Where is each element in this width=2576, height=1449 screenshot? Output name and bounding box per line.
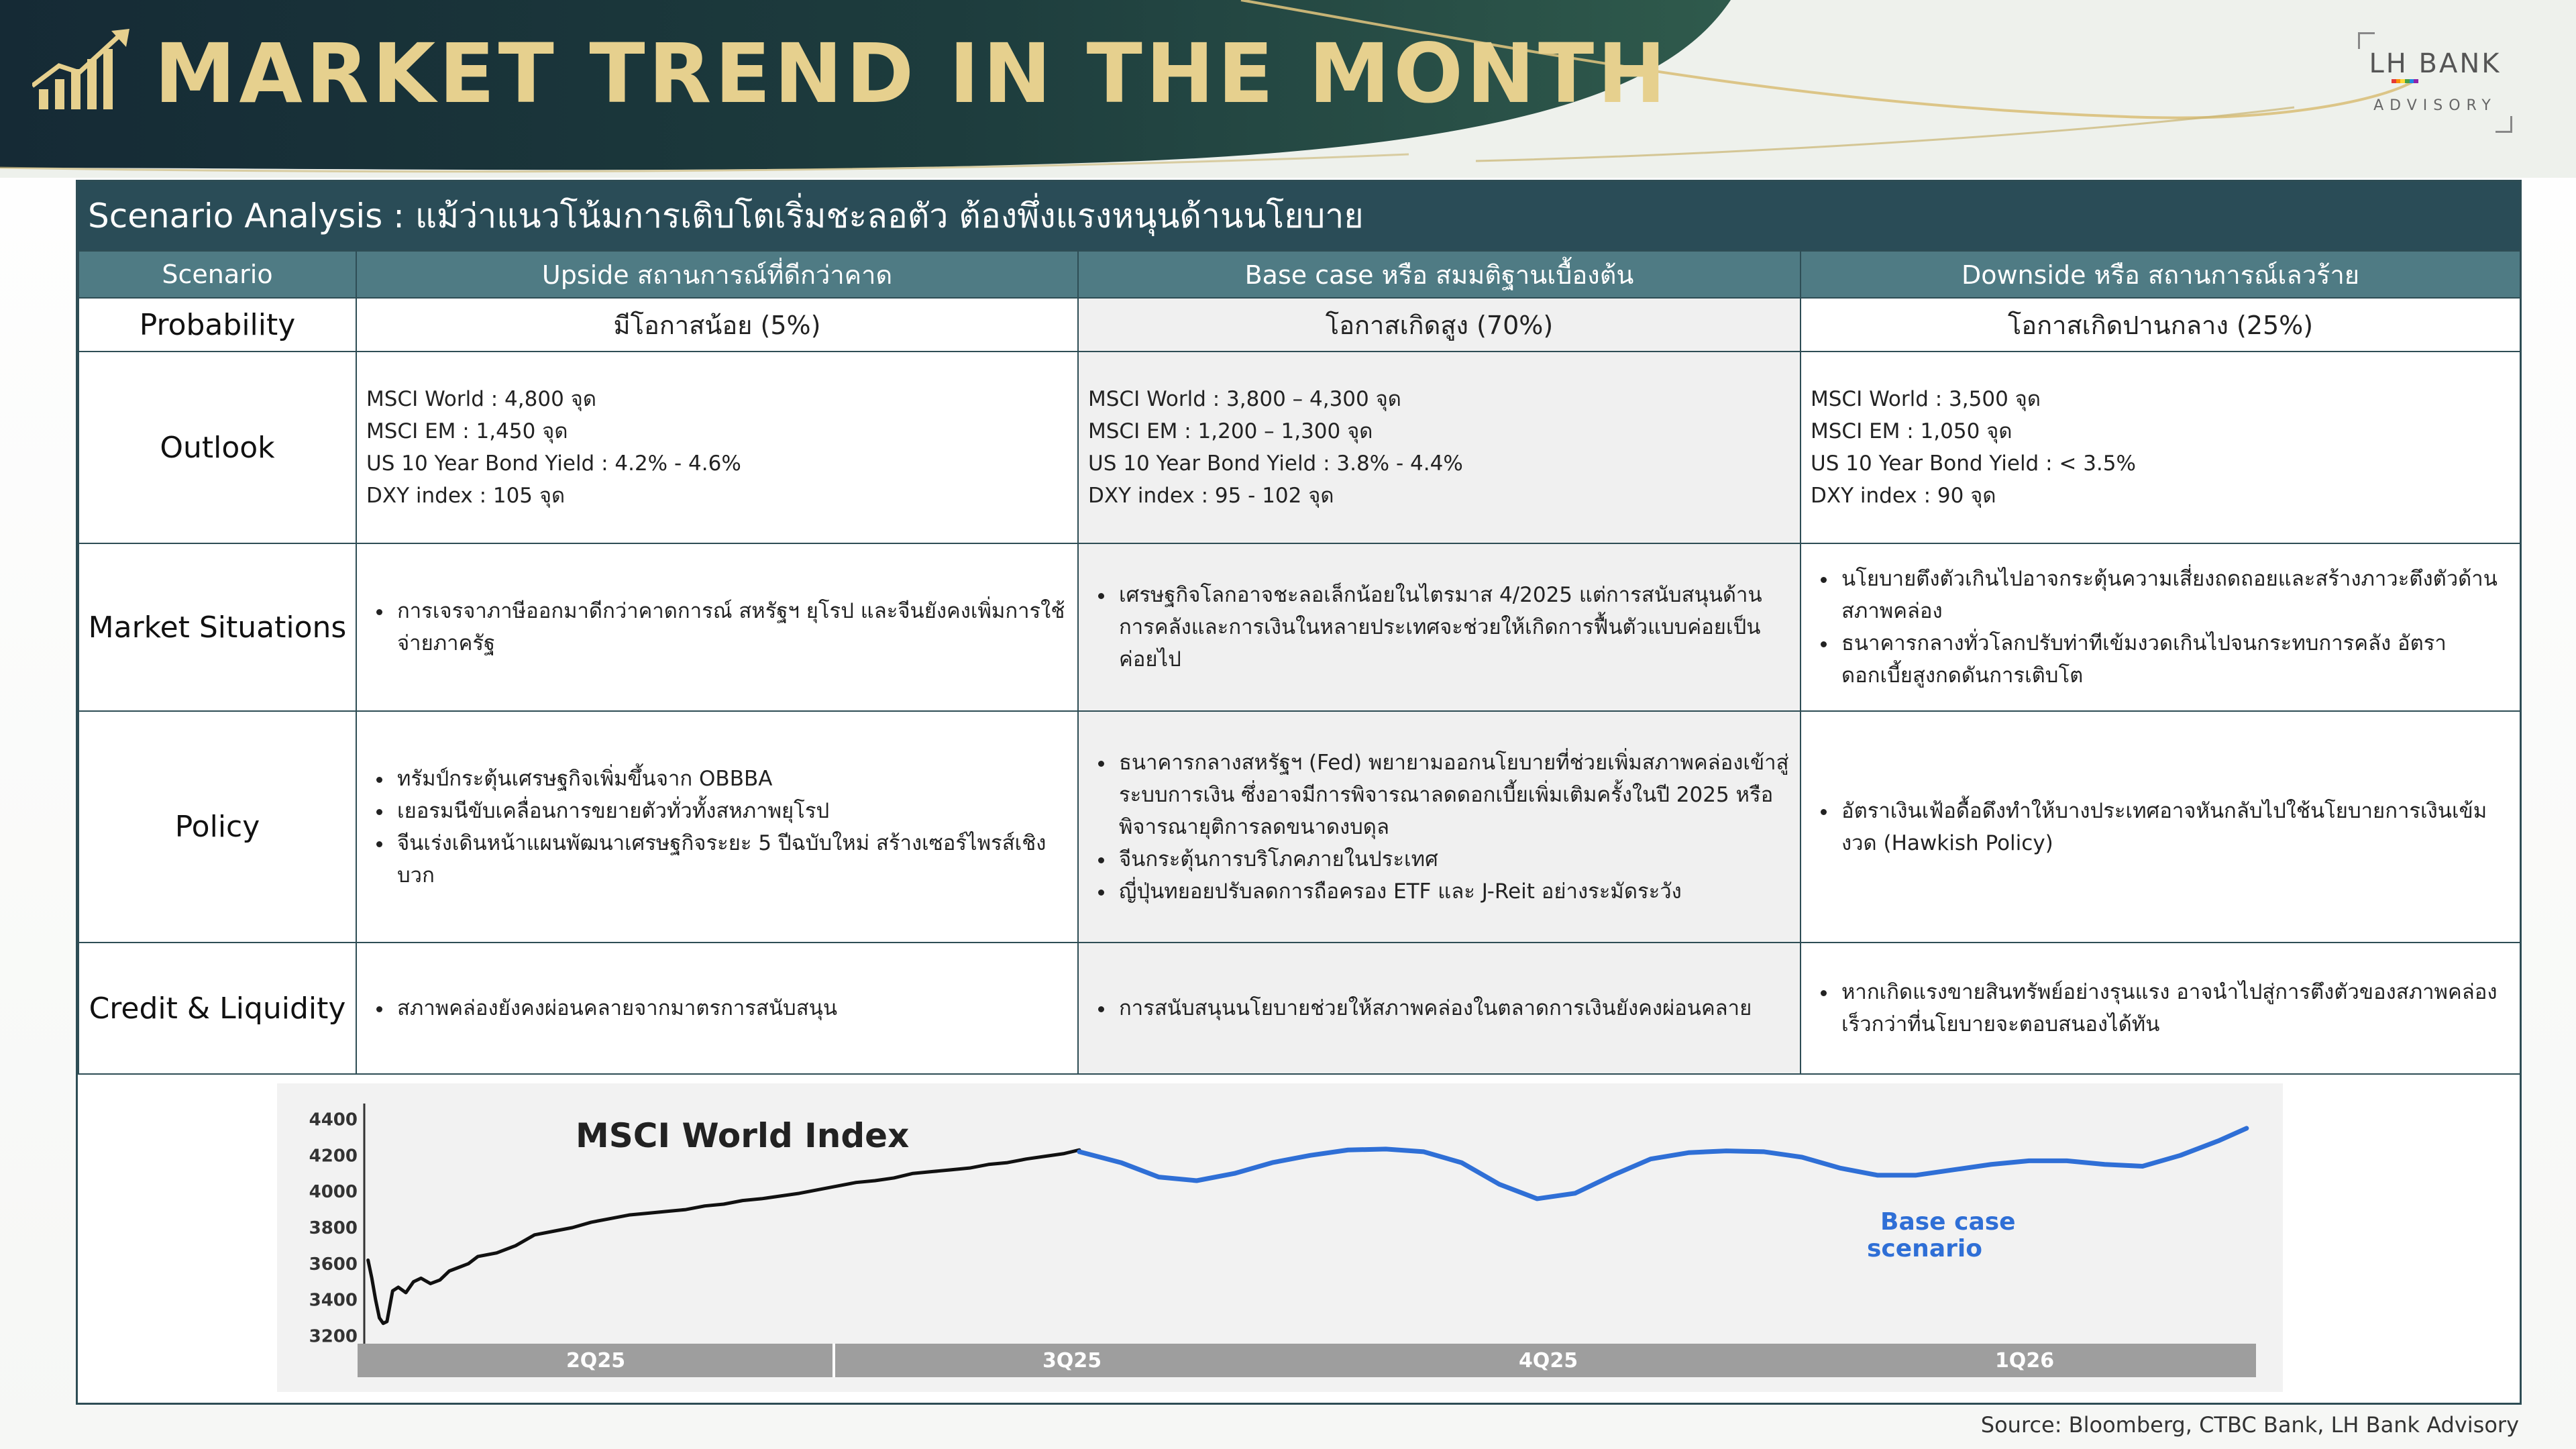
historical-series-line (366, 1148, 1081, 1326)
outlook-line: DXY index : 90 จุด (1811, 484, 1996, 508)
msci-world-chart-svg: 4400 4200 4000 3800 3600 3400 3200 2Q25 3Q25 4Q25… (277, 1083, 2283, 1392)
list-item: เยอรมนีขับเคลื่อนการขยายตัวทั่วทั้งสหภาพ… (393, 795, 1068, 827)
base-case-series-line (1077, 1126, 2249, 1201)
policy-row: Policy ทรัมป์กระตุ้นเศรษฐกิจเพิ่มขึ้นจาก… (78, 710, 2521, 943)
row-label-credit-liquidity: Credit & Liquidity (78, 942, 357, 1075)
outlook-line: DXY index : 95 - 102 จุด (1088, 484, 1334, 508)
credit-base: การสนับสนุนนโยบายช่วยให้สภาพคล่องในตลาดก… (1077, 942, 1801, 1075)
msci-world-chart: 4400 4200 4000 3800 3600 3400 3200 2Q25 3Q25 4Q25… (277, 1083, 2283, 1392)
row-label-probability: Probability (78, 297, 357, 352)
list-item: ทรัมป์กระตุ้นเศรษฐกิจเพิ่มขึ้นจาก OBBBA (393, 763, 1068, 795)
brand-subtitle: ADVISORY (2373, 97, 2497, 114)
column-header-upside: Upside สถานการณ์ที่ดีกว่าคาด (356, 250, 1079, 299)
brand-color-segment (2414, 79, 2419, 83)
list-item: ญี่ปุ่นทยอยปรับลดการถือครอง ETF และ J-Re… (1115, 875, 1790, 908)
brand-color-segment (2409, 79, 2414, 83)
credit-upside: สภาพคล่องยังคงผ่อนคลายจากมาตรการสนับสนุน (356, 942, 1079, 1075)
header-banner (0, 0, 2576, 178)
x-tick-label: 4Q25 (1519, 1349, 1578, 1373)
list-item: เศรษฐกิจโลกอาจชะลอเล็กน้อยในไตรมาส 4/202… (1115, 579, 1790, 676)
credit-liquidity-row: Credit & Liquidity สภาพคล่องยังคงผ่อนคลา… (78, 942, 2521, 1075)
y-tick-label: 4200 (309, 1146, 358, 1166)
brand-corner-top-left (2358, 32, 2375, 49)
y-tick-label: 3800 (309, 1218, 358, 1238)
section-title: Scenario Analysis : แม้ว่าแนวโน้มการเติบ… (78, 182, 2520, 250)
outlook-line: MSCI World : 3,800 – 4,300 จุด (1088, 387, 1401, 411)
x-tick-label: 1Q26 (1995, 1349, 2054, 1373)
outlook-line: DXY index : 105 จุด (366, 484, 566, 508)
rising-chart-icon (32, 29, 129, 109)
outlook-base: MSCI World : 3,800 – 4,300 จุด MSCI EM :… (1077, 351, 1801, 544)
list-item: การสนับสนุนนโยบายช่วยให้สภาพคล่องในตลาดก… (1115, 992, 1790, 1024)
y-tick-label: 3600 (309, 1254, 358, 1275)
chart-title: MSCI World Index (576, 1116, 909, 1155)
brand-color-segment (2396, 79, 2401, 83)
outlook-line: MSCI EM : 1,450 จุด (366, 419, 568, 443)
y-tick-label: 3400 (309, 1291, 358, 1311)
outlook-line: US 10 Year Bond Yield : 3.8% - 4.4% (1088, 451, 1463, 476)
brand-logo: LH BANK ADVISORY (2358, 32, 2512, 133)
market-downside: นโยบายตึงตัวเกินไปอาจกระตุ้นความเสี่ยงถด… (1800, 543, 2521, 712)
column-header-scenario: Scenario (78, 250, 357, 299)
y-tick-label: 4400 (309, 1110, 358, 1130)
page-title: MARKET TREND IN THE MONTH (154, 26, 1670, 121)
list-item: จีนเร่งเดินหน้าแผนพัฒนาเศรษฐกิจระยะ 5 ปี… (393, 827, 1068, 892)
scenario-analysis-panel: Scenario Analysis : แม้ว่าแนวโน้มการเติบ… (76, 180, 2522, 1405)
chart-background (277, 1083, 2283, 1392)
outlook-line: US 10 Year Bond Yield : 4.2% - 4.6% (366, 451, 741, 476)
probability-row: Probability มีโอกาสน้อย (5%) โอกาสเกิดสู… (78, 297, 2521, 352)
market-base: เศรษฐกิจโลกอาจชะลอเล็กน้อยในไตรมาส 4/202… (1077, 543, 1801, 712)
list-item: หากเกิดแรงขายสินทรัพย์อย่างรุนแรง อาจนำไ… (1837, 976, 2510, 1040)
list-item: จีนกระตุ้นการบริโภคภายในประเทศ (1115, 843, 1790, 875)
list-item: ธนาคารกลางทั่วโลกปรับท่าทีเข้มงวดเกินไปจ… (1837, 627, 2510, 692)
outlook-row: Outlook MSCI World : 4,800 จุด MSCI EM :… (78, 351, 2521, 544)
list-item: ธนาคารกลางสหรัฐฯ (Fed) พยายามออกนโยบายที… (1115, 747, 1790, 843)
row-label-market-situations: Market Situations (78, 543, 357, 712)
credit-downside: หากเกิดแรงขายสินทรัพย์อย่างรุนแรง อาจนำไ… (1800, 942, 2521, 1075)
outlook-line: MSCI World : 4,800 จุด (366, 387, 596, 411)
scenario-table: Scenario Upside สถานการณ์ที่ดีกว่าคาด Ba… (78, 250, 2521, 1075)
probability-base: โอกาสเกิดสูง (70%) (1077, 297, 1801, 352)
column-header-base: Base case หรือ สมมติฐานเบื้องต้น (1077, 250, 1801, 299)
outlook-upside: MSCI World : 4,800 จุด MSCI EM : 1,450 จ… (356, 351, 1079, 544)
column-header-downside: Downside หรือ สถานการณ์เลวร้าย (1800, 250, 2521, 299)
brand-color-segment (2405, 79, 2410, 83)
brand-color-bar (2392, 79, 2419, 83)
brand-color-segment (2400, 79, 2406, 83)
annotation-label: Base case (1880, 1208, 2016, 1236)
list-item: สภาพคล่องยังคงผ่อนคลายจากมาตรการสนับสนุน (393, 992, 1068, 1024)
outlook-line: MSCI World : 3,500 จุด (1811, 387, 2041, 411)
brand-name: LH BANK (2369, 48, 2502, 79)
list-item: นโยบายตึงตัวเกินไปอาจกระตุ้นความเสี่ยงถด… (1837, 563, 2510, 627)
outlook-line: US 10 Year Bond Yield : < 3.5% (1811, 451, 2136, 476)
outlook-line: MSCI EM : 1,200 – 1,300 จุด (1088, 419, 1373, 443)
x-tick-label: 3Q25 (1042, 1349, 1102, 1373)
policy-downside: อัตราเงินเฟ้อดื้อดึงทำให้บางประเทศอาจหัน… (1800, 710, 2521, 943)
probability-upside: มีโอกาสน้อย (5%) (356, 297, 1079, 352)
policy-upside: ทรัมป์กระตุ้นเศรษฐกิจเพิ่มขึ้นจาก OBBBA … (356, 710, 1079, 943)
brand-color-segment (2392, 79, 2396, 83)
x-axis-band (358, 1344, 2256, 1377)
source-note: Source: Bloomberg, CTBC Bank, LH Bank Ad… (1980, 1412, 2519, 1438)
list-item: อัตราเงินเฟ้อดื้อดึงทำให้บางประเทศอาจหัน… (1837, 795, 2510, 859)
row-label-outlook: Outlook (78, 351, 357, 544)
y-tick-label: 3200 (309, 1327, 358, 1347)
row-label-policy: Policy (78, 710, 357, 943)
outlook-line: MSCI EM : 1,050 จุด (1811, 419, 2012, 443)
table-header-row: Scenario Upside สถานการณ์ที่ดีกว่าคาด Ba… (78, 250, 2521, 299)
list-item: การเจรจาภาษีออกมาดีกว่าคาดการณ์ สหรัฐฯ ย… (393, 595, 1068, 659)
y-tick-label: 4000 (309, 1182, 358, 1202)
market-situations-row: Market Situations การเจรจาภาษีออกมาดีกว่… (78, 543, 2521, 712)
brand-corner-bottom-right (2496, 116, 2512, 133)
probability-downside: โอกาสเกิดปานกลาง (25%) (1800, 297, 2521, 352)
x-tick-label: 2Q25 (566, 1349, 625, 1373)
outlook-downside: MSCI World : 3,500 จุด MSCI EM : 1,050 จ… (1800, 351, 2521, 544)
policy-base: ธนาคารกลางสหรัฐฯ (Fed) พยายามออกนโยบายที… (1077, 710, 1801, 943)
annotation-label: scenario (1867, 1235, 1982, 1263)
market-upside: การเจรจาภาษีออกมาดีกว่าคาดการณ์ สหรัฐฯ ย… (356, 543, 1079, 712)
